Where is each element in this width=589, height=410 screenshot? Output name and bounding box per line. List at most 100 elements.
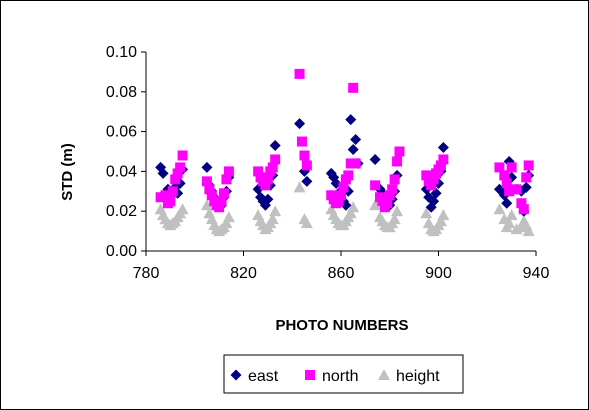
- point-north: [384, 190, 395, 201]
- point-north: [175, 162, 186, 173]
- y-tick-label: 0.10: [106, 44, 137, 61]
- point-north: [201, 176, 212, 187]
- x-tick-label: 900: [425, 265, 452, 282]
- point-north: [421, 170, 432, 181]
- point-north: [343, 170, 354, 181]
- x-tick-label: 940: [523, 265, 550, 282]
- point-east: [430, 187, 442, 199]
- point-height: [344, 207, 357, 219]
- point-height: [347, 201, 360, 213]
- point-height: [269, 205, 282, 217]
- y-axis-title: STD (m): [59, 143, 76, 201]
- point-height: [388, 213, 401, 225]
- point-height: [503, 217, 516, 229]
- point-north: [392, 156, 403, 167]
- point-north: [518, 204, 529, 215]
- point-north: [294, 68, 305, 79]
- point-east: [294, 118, 306, 130]
- point-height: [222, 211, 235, 223]
- y-tick-label: 0.08: [106, 84, 137, 101]
- legend-marker-east: [230, 369, 242, 381]
- point-north: [501, 178, 512, 189]
- point-north: [387, 184, 398, 195]
- point-north: [348, 82, 359, 93]
- point-east: [201, 161, 213, 173]
- point-north: [253, 166, 264, 177]
- point-north: [206, 190, 217, 201]
- point-north: [350, 158, 361, 169]
- point-height: [200, 199, 213, 211]
- point-north: [221, 174, 232, 185]
- point-north: [301, 160, 312, 171]
- point-north: [506, 162, 517, 173]
- point-north: [297, 136, 307, 147]
- point-north: [389, 174, 400, 185]
- point-east: [501, 197, 513, 209]
- point-north: [160, 190, 171, 201]
- point-height: [505, 209, 518, 221]
- point-height: [493, 203, 506, 215]
- point-north: [523, 160, 534, 171]
- point-height: [300, 217, 313, 229]
- y-tick-label: 0.06: [106, 124, 137, 141]
- data-points: [154, 68, 535, 237]
- point-north: [438, 154, 449, 165]
- point-north: [262, 174, 273, 185]
- point-north: [260, 180, 271, 191]
- y-tick-label: 0.02: [106, 203, 137, 220]
- point-north: [336, 190, 346, 201]
- legend-label-north: north: [322, 368, 358, 385]
- legend-label-height: height: [396, 368, 440, 385]
- point-east: [262, 193, 274, 205]
- point-east: [350, 134, 362, 146]
- point-north: [511, 184, 522, 195]
- point-east: [428, 195, 440, 207]
- point-east: [157, 167, 169, 179]
- legend-label-east: east: [248, 368, 279, 385]
- x-tick-label: 780: [133, 265, 160, 282]
- y-tick-label: 0.04: [106, 163, 137, 180]
- point-height: [176, 203, 189, 215]
- legend-marker-height: [378, 369, 390, 380]
- point-east: [301, 175, 313, 187]
- point-north: [499, 170, 510, 181]
- point-north: [177, 150, 188, 161]
- point-east: [437, 142, 449, 154]
- point-height: [522, 225, 535, 237]
- point-height: [391, 205, 404, 217]
- point-north: [428, 174, 439, 185]
- point-north: [267, 162, 278, 173]
- axis-ticks: 0.00 0.02 0.04 0.06 0.08 0.10 780 820 860 900 940: [106, 44, 550, 282]
- x-axis-title: PHOTO NUMBERS: [275, 317, 408, 334]
- point-north: [172, 168, 183, 179]
- legend-marker-north: [305, 370, 315, 380]
- x-tick-label: 820: [230, 265, 257, 282]
- point-east: [269, 140, 281, 152]
- point-height: [434, 215, 447, 227]
- y-tick-label: 0.00: [106, 243, 137, 260]
- series-height: [154, 181, 535, 237]
- point-east: [369, 153, 381, 165]
- point-north: [435, 160, 446, 171]
- point-north: [521, 172, 532, 183]
- point-north: [394, 146, 405, 157]
- legend-box: [223, 354, 464, 394]
- point-east: [520, 181, 532, 193]
- point-north: [299, 150, 310, 161]
- legend: east north height: [223, 354, 464, 394]
- point-height: [369, 199, 382, 211]
- point-height: [220, 217, 233, 229]
- point-height: [266, 213, 279, 225]
- point-north: [170, 174, 181, 185]
- legend-items: east north height: [230, 368, 440, 385]
- point-east: [347, 144, 359, 156]
- point-height: [437, 209, 450, 221]
- point-north: [204, 184, 215, 195]
- point-north: [504, 186, 515, 197]
- point-height: [420, 207, 433, 219]
- point-east: [345, 114, 357, 126]
- point-north: [270, 154, 281, 165]
- point-north: [338, 182, 349, 193]
